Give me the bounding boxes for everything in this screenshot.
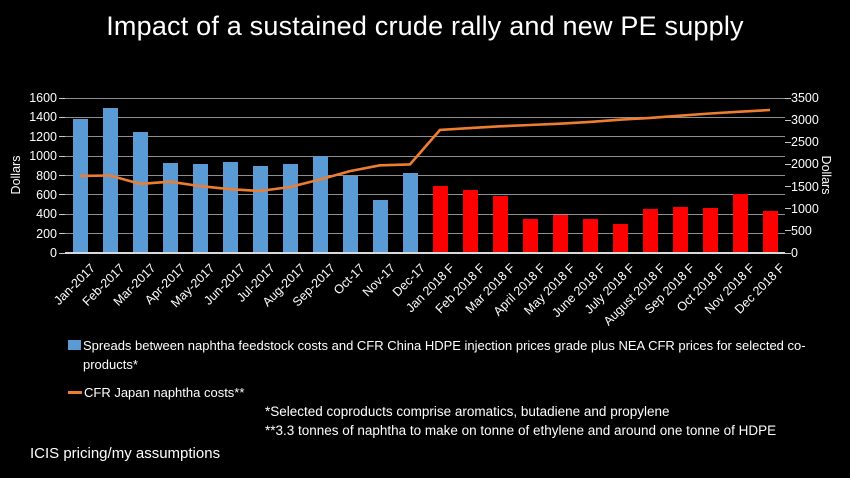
right-axis-tick — [785, 119, 791, 121]
x-axis-line — [65, 252, 785, 254]
right-axis-tick-label: 0 — [791, 246, 798, 260]
gridline — [65, 136, 785, 138]
right-axis-tick-label: 500 — [791, 223, 812, 238]
bar — [762, 211, 778, 253]
bar — [462, 190, 478, 253]
bar — [582, 219, 598, 253]
right-axis-tick-label: 1500 — [791, 179, 819, 194]
left-axis-tick-label: 800 — [36, 168, 57, 183]
legend-label-naphtha: CFR Japan naphtha costs** — [84, 385, 245, 400]
right-axis-tick-label: 3000 — [791, 113, 819, 128]
left-axis-tick-label: 200 — [36, 226, 57, 241]
plot-area — [59, 97, 791, 254]
footnote-naphtha-ratio: **3.3 tonnes of naphtha to make on tonne… — [265, 423, 777, 438]
right-axis-title: Dollars — [819, 155, 833, 195]
footnotes: *Selected coproducts comprise aromatics,… — [265, 402, 776, 440]
left-axis-tick-label: 1600 — [29, 91, 57, 105]
left-axis-tick — [59, 97, 65, 99]
bar — [72, 119, 88, 253]
gridline — [65, 175, 785, 176]
left-axis-tick — [59, 175, 65, 176]
right-axis-tick — [785, 208, 791, 210]
legend-label-spreads: Spreads between naphtha feedstock costs … — [83, 338, 806, 372]
legend: Spreads between naphtha feedstock costs … — [68, 336, 813, 402]
left-axis-tick — [59, 252, 65, 254]
bar — [522, 218, 538, 253]
bar — [372, 199, 388, 253]
chart-title: Impact of a sustained crude rally and ne… — [106, 11, 744, 41]
bar — [342, 176, 358, 253]
right-axis-tick — [785, 163, 791, 165]
right-axis-tick-label: 2500 — [791, 135, 819, 150]
bar — [432, 186, 448, 253]
bar-swatch-icon — [68, 340, 81, 350]
right-axis-tick-label: 2000 — [791, 157, 819, 172]
bar — [222, 161, 238, 253]
bar — [552, 215, 568, 253]
x-axis-label: Nov-17 — [359, 261, 398, 300]
gridline — [65, 155, 785, 157]
left-axis-tick — [59, 136, 65, 138]
right-axis-tick — [785, 97, 791, 99]
line-swatch-icon — [68, 391, 82, 394]
legend-item-spreads: Spreads between naphtha feedstock costs … — [68, 336, 813, 374]
right-axis-tick-labels: 0 500 1000 1500 2000 2500 3000 3500 — [791, 91, 846, 260]
left-axis-tick-label: 400 — [36, 207, 57, 222]
gridline — [65, 97, 785, 99]
bar — [132, 131, 148, 253]
naphtha-cost-line — [79, 108, 771, 193]
right-axis-tick — [785, 252, 791, 254]
gridline — [65, 213, 785, 215]
gridline — [65, 116, 785, 118]
gridline — [65, 233, 785, 235]
bar — [612, 223, 628, 253]
bar — [642, 209, 658, 253]
right-axis-tick — [785, 186, 791, 188]
left-axis-tick-label: 1200 — [29, 129, 57, 144]
bar — [492, 195, 508, 253]
right-axis-tick-label: 3500 — [791, 91, 819, 105]
bar — [162, 162, 178, 253]
left-axis-tick-label: 0 — [50, 246, 57, 260]
left-axis-tick — [59, 213, 65, 215]
left-axis-tick — [59, 233, 65, 235]
left-axis-title: Dollars — [9, 155, 23, 195]
right-axis-tick — [785, 230, 791, 232]
bar — [672, 207, 688, 253]
left-axis-tick — [59, 155, 65, 157]
gridline — [65, 194, 785, 196]
bar — [402, 172, 418, 253]
bar — [732, 193, 748, 253]
bar — [102, 107, 118, 253]
left-axis-tick-label: 1400 — [29, 110, 57, 125]
source-attribution: ICIS pricing/my assumptions — [30, 445, 221, 462]
bar — [702, 208, 718, 253]
bar — [252, 165, 268, 253]
right-axis-tick — [785, 141, 791, 143]
left-axis-tick-label: 1000 — [29, 149, 57, 164]
left-axis-tick — [59, 116, 65, 118]
left-axis-tick-labels: 0 200 400 600 800 1000 1200 1400 1600 — [0, 91, 57, 260]
footnote-coproducts: *Selected coproducts comprise aromatics,… — [265, 404, 670, 419]
left-axis-tick — [59, 194, 65, 196]
right-axis-tick-label: 1000 — [791, 201, 819, 216]
x-axis-category-labels: Jan-2017 Feb-2017 Mar-2017 Apr-2017 May-2017… — [51, 253, 788, 338]
legend-item-naphtha: CFR Japan naphtha costs** — [68, 383, 813, 402]
left-axis-tick-label: 600 — [36, 187, 57, 202]
